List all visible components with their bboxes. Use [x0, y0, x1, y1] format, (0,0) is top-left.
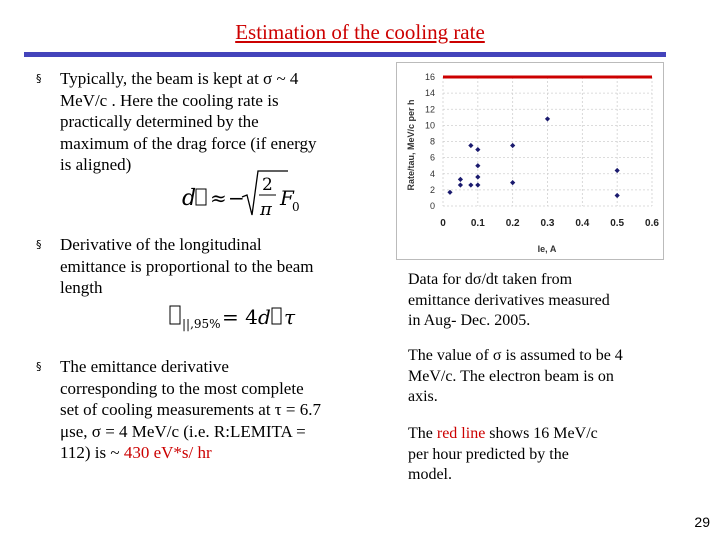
side-note-line: MeV/c. The electron beam is on	[408, 367, 614, 385]
chart-svg: Rate/tau, MeV/c per h Ie, A 0 2 4 6 8 10 12 14 1…	[406, 72, 659, 254]
y-tick-label: 8	[430, 137, 435, 147]
bullet-2-line: Derivative of the longitudinal	[60, 235, 262, 254]
data-point	[614, 192, 620, 199]
bullet-2: § Derivative of the longitudinal emittan…	[36, 234, 400, 299]
y-tick-label: 2	[430, 185, 435, 195]
red-line-label: red line	[436, 425, 486, 442]
x-tick-label: 0.3	[541, 218, 555, 229]
y-tick-label: 4	[430, 169, 435, 179]
side-note-line: emittance derivatives measured	[408, 291, 610, 309]
side-note-red-line: The red line shows 16 MeV/c per hour pre…	[408, 424, 598, 486]
title-divider	[24, 52, 666, 57]
bullet-3-line: 112) is ~ 430 eV*s/ hr	[60, 442, 405, 464]
svg-text:||,95%: ||,95%	[182, 317, 221, 331]
page-number: 29	[694, 514, 710, 530]
bullet-3-line: The emittance derivative	[60, 357, 229, 376]
svg-text:d: d	[182, 186, 196, 211]
bullet-1: § Typically, the beam is kept at σ ~ 4 M…	[36, 68, 390, 176]
side-note-text: The	[408, 425, 437, 442]
bullet-1-line: maximum of the drag force (if energy	[60, 133, 317, 153]
data-point	[468, 182, 474, 188]
slide-title: Estimation of the cooling rate	[235, 20, 485, 44]
bullet-3-line: set of cooling measurements at τ = 6.7	[60, 400, 321, 419]
svg-text:π: π	[259, 199, 273, 220]
side-note-line: in Aug- Dec. 2005.	[408, 312, 531, 329]
bullet-icon: §	[36, 72, 42, 85]
y-tick-label: 10	[425, 120, 435, 130]
data-point	[457, 182, 464, 188]
y-tick-label: 6	[430, 153, 435, 163]
x-tick-label: 0.6	[645, 218, 659, 229]
y-tick-label: 14	[425, 88, 435, 98]
svg-text:F: F	[279, 186, 295, 210]
svg-text:≈: ≈	[210, 186, 227, 210]
formula-drag-force: d ≈ − 2 π F 0	[182, 170, 300, 220]
data-point	[468, 142, 474, 149]
y-tick-label: 0	[430, 201, 435, 211]
x-tick-label: 0.2	[506, 218, 520, 229]
data-point	[457, 176, 464, 182]
bullet-icon: §	[36, 360, 42, 373]
svg-text:τ: τ	[284, 305, 296, 329]
bullet-1-line: is aligned)	[60, 155, 132, 174]
data-point	[447, 189, 453, 195]
bullet-3-line: μse, σ = 4 MeV/c (i.e. R:LEMITA =	[60, 421, 306, 441]
data-point	[544, 116, 551, 122]
bullet-1-line: Typically, the beam is kept at σ ~ 4	[60, 69, 299, 88]
bullet-1-line: MeV/c . Here the cooling rate is	[60, 90, 279, 110]
data-point	[475, 163, 481, 169]
side-note-line: per hour predicted by the	[408, 445, 569, 463]
svg-text:= 4: = 4	[222, 305, 258, 329]
data-point	[510, 180, 516, 186]
y-axis-label: Rate/tau, MeV/c per h	[406, 99, 416, 190]
data-point	[614, 167, 620, 174]
data-point	[475, 146, 481, 153]
data-point	[510, 142, 516, 149]
side-note-sigma: The value of σ is assumed to be 4 MeV/c.…	[408, 346, 623, 408]
y-tick-label: 16	[425, 72, 435, 82]
data-point	[475, 182, 481, 188]
bullet-icon: §	[36, 238, 42, 251]
side-note-line: The red line shows 16 MeV/c	[408, 424, 598, 445]
side-note-line: The value of σ is assumed to be 4	[408, 347, 623, 364]
bullet-2-line: length	[60, 278, 103, 297]
x-tick-label: 0.5	[610, 218, 624, 229]
data-point	[475, 174, 481, 180]
formula-emittance: ||,95% = 4 d τ	[169, 305, 296, 331]
x-axis-label: Ie, A	[538, 244, 557, 254]
cooling-rate-value: 430 eV*s/ hr	[123, 443, 212, 462]
svg-text:0: 0	[292, 200, 300, 214]
bullet-3: § The emittance derivative corresponding…	[36, 356, 405, 464]
svg-text:d: d	[258, 305, 271, 329]
scatter-chart: Rate/tau, MeV/c per h Ie, A 0 2 4 6 8 10 12 14 1…	[396, 62, 664, 260]
svg-text:−: −	[228, 186, 245, 210]
x-tick-label: 0.1	[471, 218, 485, 229]
svg-text:2: 2	[262, 175, 273, 195]
x-tick-label: 0	[440, 218, 446, 229]
side-note-line: Data for dσ/dt taken from	[408, 271, 573, 288]
y-tick-label: 12	[425, 104, 435, 114]
bullet-1-line: practically determined by the	[60, 112, 259, 131]
bullet-3-text: 112) is ~	[60, 443, 124, 462]
side-note-line: axis.	[408, 388, 438, 405]
side-note-text: shows 16 MeV/c	[485, 425, 598, 442]
bullet-3-line: corresponding to the most complete	[60, 378, 304, 398]
bullet-2-line: emittance is proportional to the beam	[60, 256, 314, 276]
side-note-line: model.	[408, 466, 452, 483]
side-note-data-source: Data for dσ/dt taken from emittance deri…	[408, 270, 610, 332]
x-tick-label: 0.4	[575, 218, 589, 229]
